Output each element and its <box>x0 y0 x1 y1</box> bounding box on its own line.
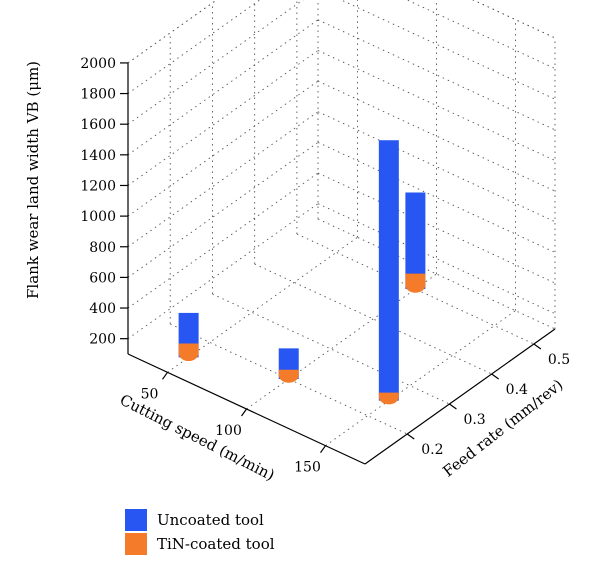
legend-label-uncoated: Uncoated tool <box>157 511 264 529</box>
legend-item-tin-coated: TiN-coated tool <box>125 532 275 556</box>
z-tick-label-6: 1400 <box>80 148 116 164</box>
bar-tin-coated-0 <box>405 273 426 293</box>
chart-axes <box>120 62 556 465</box>
chart-bars <box>178 140 426 405</box>
grid-line-z-back-3 <box>317 111 556 223</box>
z-tick-label-1: 400 <box>89 301 116 317</box>
y-tick-2 <box>491 373 500 380</box>
z-tick-label-8: 1800 <box>80 87 116 103</box>
x-tick-2 <box>320 445 326 454</box>
z-tick-label-4: 1000 <box>80 209 116 225</box>
grid-line-z-left-1 <box>127 172 319 309</box>
y-tick-0 <box>406 433 415 440</box>
grid-line-z-left-0 <box>127 203 319 340</box>
z-tick-label-3: 800 <box>89 240 116 256</box>
grid-line-z-left-2 <box>127 142 319 278</box>
grid-line-z-left-8 <box>127 0 261 94</box>
legend-swatch-uncoated <box>125 509 147 531</box>
z-axis-title: Flank wear land width VB (μm) <box>24 61 42 299</box>
bar-uncoated-3 <box>378 140 399 401</box>
x-axis-title: Cutting speed (m/min) <box>117 391 278 485</box>
grid-line-z-back-1 <box>317 172 556 284</box>
x-tick-0 <box>162 371 168 380</box>
chart-grid <box>127 0 556 447</box>
legend-label-tin-coated: TiN-coated tool <box>157 535 275 553</box>
bar-uncoated-0 <box>405 192 426 289</box>
y-tick-3 <box>533 343 542 350</box>
grid-line-z-left-5 <box>127 50 319 186</box>
x-tick-label-1: 100 <box>215 423 242 439</box>
grid-line-z-left-6 <box>127 19 319 156</box>
grid-line-x-floor-1 <box>246 273 437 410</box>
z-tick-label-2: 600 <box>89 270 116 286</box>
y-tick-label-2: 0.4 <box>506 382 528 398</box>
grid-line-y-floor-1 <box>212 293 450 405</box>
y-tick-label-3: 0.5 <box>548 352 570 368</box>
y-tick-label-0: 0.2 <box>421 442 443 458</box>
chart-labels: 200 400 600 800 1000 1200 1400 1600 1800 2000 50 10… <box>24 56 570 484</box>
legend-swatch-tin-coated <box>125 533 147 555</box>
y-axis-line <box>364 328 556 465</box>
z-tick-label-0: 200 <box>89 332 116 348</box>
z-tick-label-5: 1200 <box>80 178 116 194</box>
grid-line-x-floor-0 <box>167 236 358 373</box>
y-axis-title: Feed rate (mm/rev) <box>439 376 566 481</box>
z-tick-label-7: 1600 <box>80 117 116 133</box>
box-edge-top-left <box>127 0 218 64</box>
chart-legend: Uncoated tool TiN-coated tool <box>125 508 275 556</box>
grid-line-z-back-0 <box>317 203 556 315</box>
bar-tin-coated-3 <box>378 392 399 405</box>
bar-tin-coated-2 <box>278 369 299 383</box>
grid-line-x-floor-2 <box>325 310 516 447</box>
grid-line-z-back-5 <box>317 50 556 161</box>
z-tick-label-9: 2000 <box>80 56 116 72</box>
x-tick-label-2: 150 <box>294 460 321 476</box>
grid-line-z-left-4 <box>127 80 319 217</box>
bar-tin-coated-1 <box>178 343 199 362</box>
x-tick-label-0: 50 <box>141 386 159 402</box>
y-tick-1 <box>449 403 457 410</box>
y-tick-label-1: 0.3 <box>463 412 485 428</box>
x-tick-1 <box>241 408 247 417</box>
grid-line-z-left-3 <box>127 111 319 248</box>
legend-item-uncoated: Uncoated tool <box>125 508 275 532</box>
grid-line-z-left-7 <box>127 0 304 125</box>
